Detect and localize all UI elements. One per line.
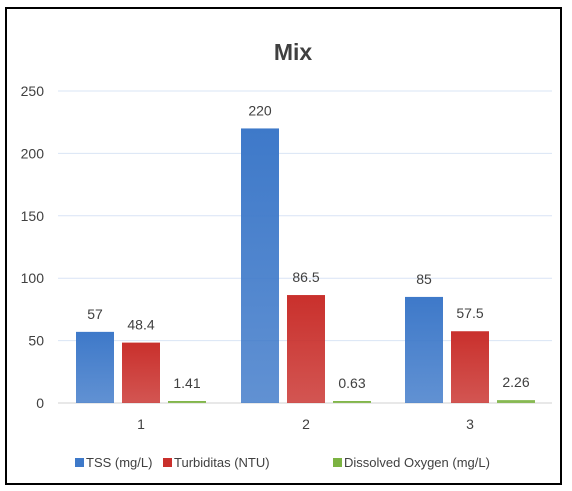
x-tick-label: 2: [302, 416, 310, 432]
data-label: 1.41: [173, 375, 200, 391]
data-label: 2.26: [502, 374, 529, 390]
x-tick-label: 1: [137, 416, 145, 432]
bar: [451, 331, 489, 403]
bar: [287, 295, 325, 403]
data-label: 48.4: [127, 317, 154, 333]
data-label: 85: [416, 271, 432, 287]
chart-title: Mix: [274, 39, 313, 65]
bar: [76, 331, 114, 403]
chart-frame: [5, 7, 562, 485]
data-label: 57.5: [456, 305, 483, 321]
bar: [333, 401, 371, 403]
legend-label: Turbiditas (NTU): [174, 455, 270, 470]
data-label: 57: [87, 306, 103, 322]
data-label: 220: [248, 102, 272, 118]
y-tick-label: 200: [21, 145, 45, 161]
bar: [405, 296, 443, 403]
bars: [76, 128, 535, 403]
y-tick-label: 50: [28, 333, 44, 349]
data-labels: 57 48.4 1.41 220 86.5 0.63 85 57.5 2.26: [87, 102, 530, 391]
data-label: 86.5: [292, 269, 319, 285]
data-label: 0.63: [338, 375, 365, 391]
y-tick-label: 100: [21, 270, 45, 286]
y-tick-label: 0: [36, 395, 44, 411]
bar: [241, 128, 279, 403]
bar: [122, 342, 160, 403]
x-tick-label: 3: [466, 416, 474, 432]
x-axis-ticks: 1 2 3: [137, 416, 474, 432]
y-axis-ticks: 0 50 100 150 200 250: [21, 83, 45, 411]
legend-swatch: [333, 458, 342, 467]
legend: TSS (mg/L) Turbiditas (NTU) Dissolved Oxyg…: [75, 455, 490, 470]
y-tick-label: 250: [21, 83, 45, 99]
bar: [497, 400, 535, 403]
y-tick-label: 150: [21, 208, 45, 224]
legend-swatch: [75, 458, 84, 467]
legend-swatch: [163, 458, 172, 467]
bar: [168, 401, 206, 403]
legend-label: Dissolved Oxygen (mg/L): [344, 455, 490, 470]
legend-label: TSS (mg/L): [86, 455, 152, 470]
